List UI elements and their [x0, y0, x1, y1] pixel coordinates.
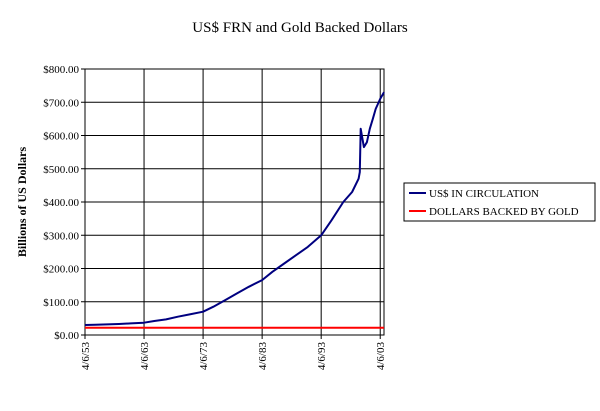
x-tick-label: 4/6/93 [316, 342, 328, 371]
gridlines [84, 68, 384, 336]
y-tick-label: $200.00 [43, 264, 79, 276]
y-tick-label: $800.00 [43, 64, 79, 76]
x-tick-label: 4/6/83 [257, 342, 269, 371]
legend-label: DOLLARS BACKED BY GOLD [429, 206, 579, 218]
chart-title: US$ FRN and Gold Backed Dollars [192, 20, 408, 36]
series-lines [84, 91, 385, 329]
legend-box [403, 182, 596, 222]
legend: US$ IN CIRCULATION DOLLARS BACKED BY GOLD [403, 182, 596, 222]
y-tick-label: $0.00 [54, 330, 79, 342]
x-tick-label: 4/6/53 [80, 342, 92, 371]
x-axis-ticks: 4/6/53 4/6/63 4/6/73 4/6/83 4/6/93 4/6/03 [80, 335, 387, 370]
y-tick-label: $600.00 [43, 131, 79, 143]
x-tick-label: 4/6/03 [375, 342, 387, 371]
series-line-0 [84, 91, 385, 326]
y-axis-label: Billions of US Dollars [15, 147, 29, 258]
y-tick-label: $300.00 [43, 230, 79, 242]
x-tick-label: 4/6/73 [198, 342, 210, 371]
y-tick-label: $100.00 [43, 297, 79, 309]
y-tick-label: $400.00 [43, 197, 79, 209]
x-tick-label: 4/6/63 [139, 342, 151, 371]
y-tick-label: $700.00 [43, 97, 79, 109]
y-axis-ticks: $0.00 $100.00 $200.00 $300.00 $400.00 $500.00… [43, 64, 85, 342]
y-tick-label: $500.00 [43, 164, 79, 176]
legend-label: US$ IN CIRCULATION [429, 188, 539, 200]
